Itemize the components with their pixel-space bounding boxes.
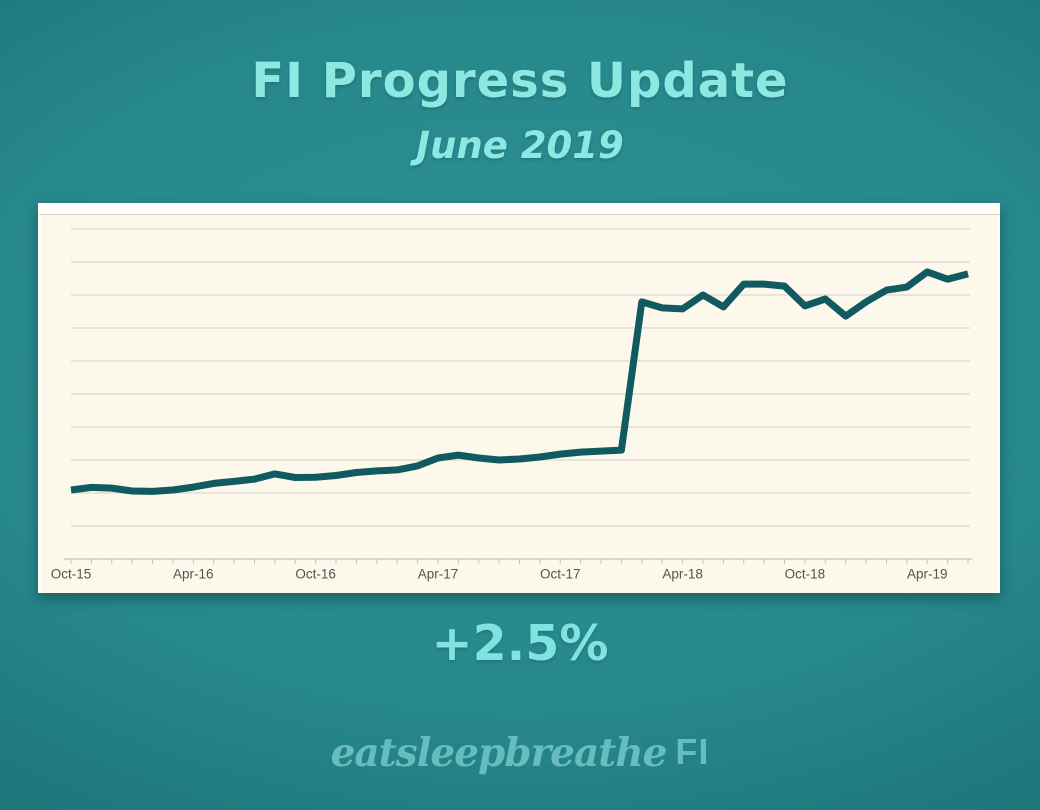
x-axis-label: Apr-17 bbox=[418, 567, 459, 582]
page-title: FI Progress Update bbox=[251, 53, 789, 109]
x-axis-label: Oct-18 bbox=[785, 567, 826, 582]
x-axis-label: Apr-19 bbox=[907, 567, 948, 582]
page-subtitle: June 2019 bbox=[416, 124, 624, 167]
brand-logo: eatsleepbreathe FI bbox=[0, 730, 1040, 776]
x-axis-label: Oct-15 bbox=[51, 567, 92, 582]
progress-line-chart: Oct-15 Apr-16 Oct-16 Apr-17 Oct-17 Apr-18 Oct-… bbox=[38, 214, 1000, 593]
x-axis-label: Oct-17 bbox=[540, 567, 581, 582]
logo-wordmark: eatsleepbreathe bbox=[330, 730, 668, 776]
progress-chart-card: Oct-15 Apr-16 Oct-16 Apr-17 Oct-17 Apr-18 Oct-… bbox=[38, 203, 1000, 593]
x-axis-label: Apr-16 bbox=[173, 567, 214, 582]
x-axis-label: Apr-18 bbox=[662, 567, 703, 582]
x-axis-label: Oct-16 bbox=[295, 567, 336, 582]
plot-area bbox=[41, 214, 997, 593]
delta-label: +2.5% bbox=[431, 615, 609, 672]
progress-line-series bbox=[70, 268, 969, 495]
logo-fi-mark: FI bbox=[675, 731, 710, 772]
